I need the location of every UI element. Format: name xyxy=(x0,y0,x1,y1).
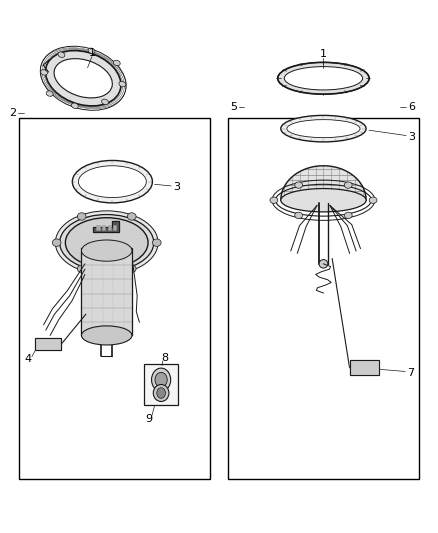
Ellipse shape xyxy=(60,215,154,271)
Ellipse shape xyxy=(52,239,61,246)
Text: 3: 3 xyxy=(173,182,180,192)
Ellipse shape xyxy=(344,182,352,188)
Bar xyxy=(350,360,379,375)
Ellipse shape xyxy=(155,373,167,387)
Ellipse shape xyxy=(127,213,136,220)
Polygon shape xyxy=(35,337,61,350)
Ellipse shape xyxy=(278,62,369,94)
Ellipse shape xyxy=(78,265,86,272)
Ellipse shape xyxy=(81,326,132,345)
Ellipse shape xyxy=(344,212,352,219)
Polygon shape xyxy=(350,360,379,375)
Ellipse shape xyxy=(281,115,366,142)
Ellipse shape xyxy=(127,265,136,272)
Text: 7: 7 xyxy=(407,368,414,377)
Ellipse shape xyxy=(295,212,303,219)
Text: 1: 1 xyxy=(320,50,327,59)
Bar xyxy=(228,118,419,479)
Ellipse shape xyxy=(78,213,86,220)
Ellipse shape xyxy=(152,239,161,246)
Ellipse shape xyxy=(46,51,121,106)
Ellipse shape xyxy=(102,99,109,104)
Ellipse shape xyxy=(113,60,120,66)
Ellipse shape xyxy=(78,166,146,198)
Ellipse shape xyxy=(369,197,377,204)
Ellipse shape xyxy=(71,103,78,109)
Ellipse shape xyxy=(270,197,278,204)
Text: 3: 3 xyxy=(408,132,415,142)
Ellipse shape xyxy=(46,91,53,96)
Ellipse shape xyxy=(284,67,363,90)
Ellipse shape xyxy=(58,52,65,58)
Ellipse shape xyxy=(157,387,166,398)
Ellipse shape xyxy=(119,82,126,87)
Bar xyxy=(35,337,61,350)
Ellipse shape xyxy=(41,70,47,75)
Bar xyxy=(81,248,132,335)
Ellipse shape xyxy=(81,240,132,261)
Text: 8: 8 xyxy=(162,353,169,362)
Bar xyxy=(113,224,116,230)
Ellipse shape xyxy=(295,182,303,188)
Text: 6: 6 xyxy=(408,102,415,112)
Text: 2: 2 xyxy=(9,108,16,118)
Ellipse shape xyxy=(55,211,158,274)
Polygon shape xyxy=(93,221,119,232)
Bar xyxy=(19,118,210,479)
Polygon shape xyxy=(281,166,366,200)
Polygon shape xyxy=(81,248,132,335)
Text: 1: 1 xyxy=(88,48,95,58)
Bar xyxy=(102,224,106,230)
Ellipse shape xyxy=(65,217,148,268)
Text: 9: 9 xyxy=(145,414,152,424)
Ellipse shape xyxy=(54,59,112,98)
Ellipse shape xyxy=(153,384,169,401)
Bar xyxy=(144,364,178,406)
Text: 5: 5 xyxy=(230,102,237,112)
Bar xyxy=(96,224,100,230)
Ellipse shape xyxy=(88,48,95,53)
Ellipse shape xyxy=(287,119,360,138)
Ellipse shape xyxy=(281,189,366,212)
Bar xyxy=(108,224,111,230)
Ellipse shape xyxy=(152,368,171,391)
Ellipse shape xyxy=(319,260,328,268)
Text: 4: 4 xyxy=(25,354,32,364)
Ellipse shape xyxy=(72,160,152,203)
